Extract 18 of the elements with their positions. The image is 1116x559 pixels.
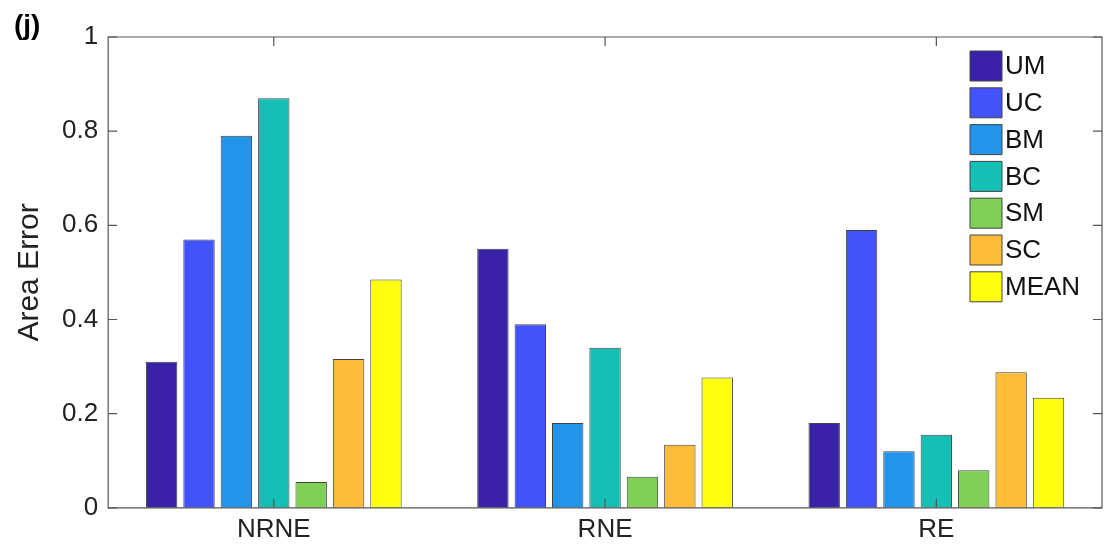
y-tick-label: 0.4 (61, 302, 99, 333)
x-tick-label: NRNE (236, 512, 311, 543)
x-tick-label: RNE (577, 512, 633, 543)
y-tick-label: 0.6 (61, 208, 99, 239)
legend-label: MEAN (1005, 270, 1081, 301)
y-axis-title: Area Error (11, 203, 45, 342)
y-tick-label: 0.2 (61, 396, 99, 427)
y-tick-label: 1 (83, 20, 99, 51)
legend-label: SC (1005, 234, 1042, 265)
x-tick-label: RE (918, 512, 955, 543)
y-tick-label: 0 (83, 490, 99, 521)
legend-label: BM (1005, 123, 1044, 154)
legend-label: SM (1005, 197, 1044, 228)
legend-label: UC (1005, 86, 1043, 117)
chart-title: (j) (14, 8, 41, 40)
legend-label: BC (1005, 160, 1042, 191)
legend-label: UM (1005, 50, 1046, 81)
y-tick-label: 0.8 (61, 114, 99, 145)
